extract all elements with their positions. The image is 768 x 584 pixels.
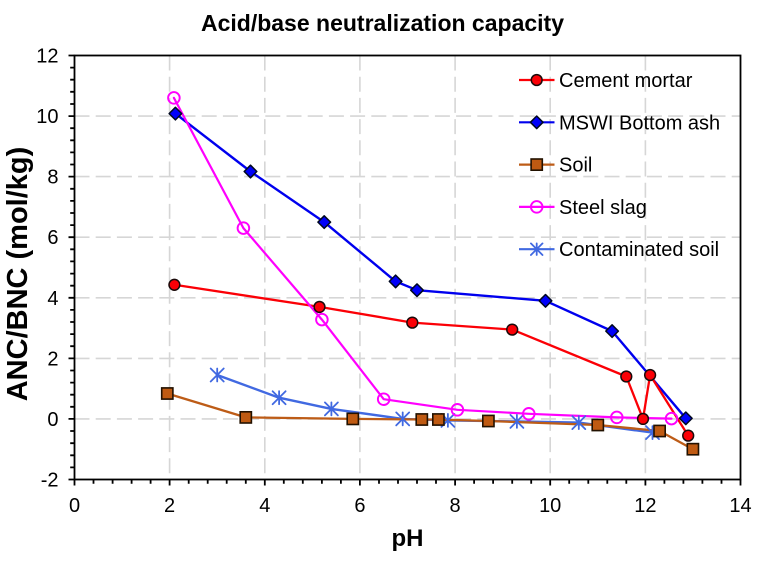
svg-text:2: 2 [47, 348, 58, 370]
svg-text:6: 6 [354, 495, 365, 517]
svg-text:0: 0 [47, 409, 58, 431]
svg-text:10: 10 [539, 495, 561, 517]
svg-text:-2: -2 [41, 470, 59, 492]
svg-text:pH: pH [392, 525, 424, 552]
svg-text:12: 12 [36, 46, 58, 68]
svg-text:Contaminated soil: Contaminated soil [559, 239, 719, 261]
svg-text:MSWI Bottom ash: MSWI Bottom ash [559, 112, 720, 134]
svg-text:8: 8 [450, 495, 461, 517]
svg-text:6: 6 [47, 227, 58, 249]
svg-text:0: 0 [69, 495, 80, 517]
svg-text:12: 12 [634, 495, 656, 517]
svg-text:4: 4 [259, 495, 270, 517]
svg-text:2: 2 [164, 495, 175, 517]
svg-text:Steel slag: Steel slag [559, 197, 647, 219]
svg-text:Soil: Soil [559, 155, 592, 177]
svg-text:10: 10 [36, 106, 58, 128]
svg-text:4: 4 [47, 288, 58, 310]
svg-text:ANC/BNC (mol/kg): ANC/BNC (mol/kg) [2, 147, 34, 402]
svg-text:8: 8 [47, 167, 58, 189]
svg-text:Acid/base neutralization capac: Acid/base neutralization capacity [201, 10, 564, 36]
svg-text:Cement mortar: Cement mortar [559, 70, 693, 92]
svg-text:14: 14 [729, 495, 751, 517]
